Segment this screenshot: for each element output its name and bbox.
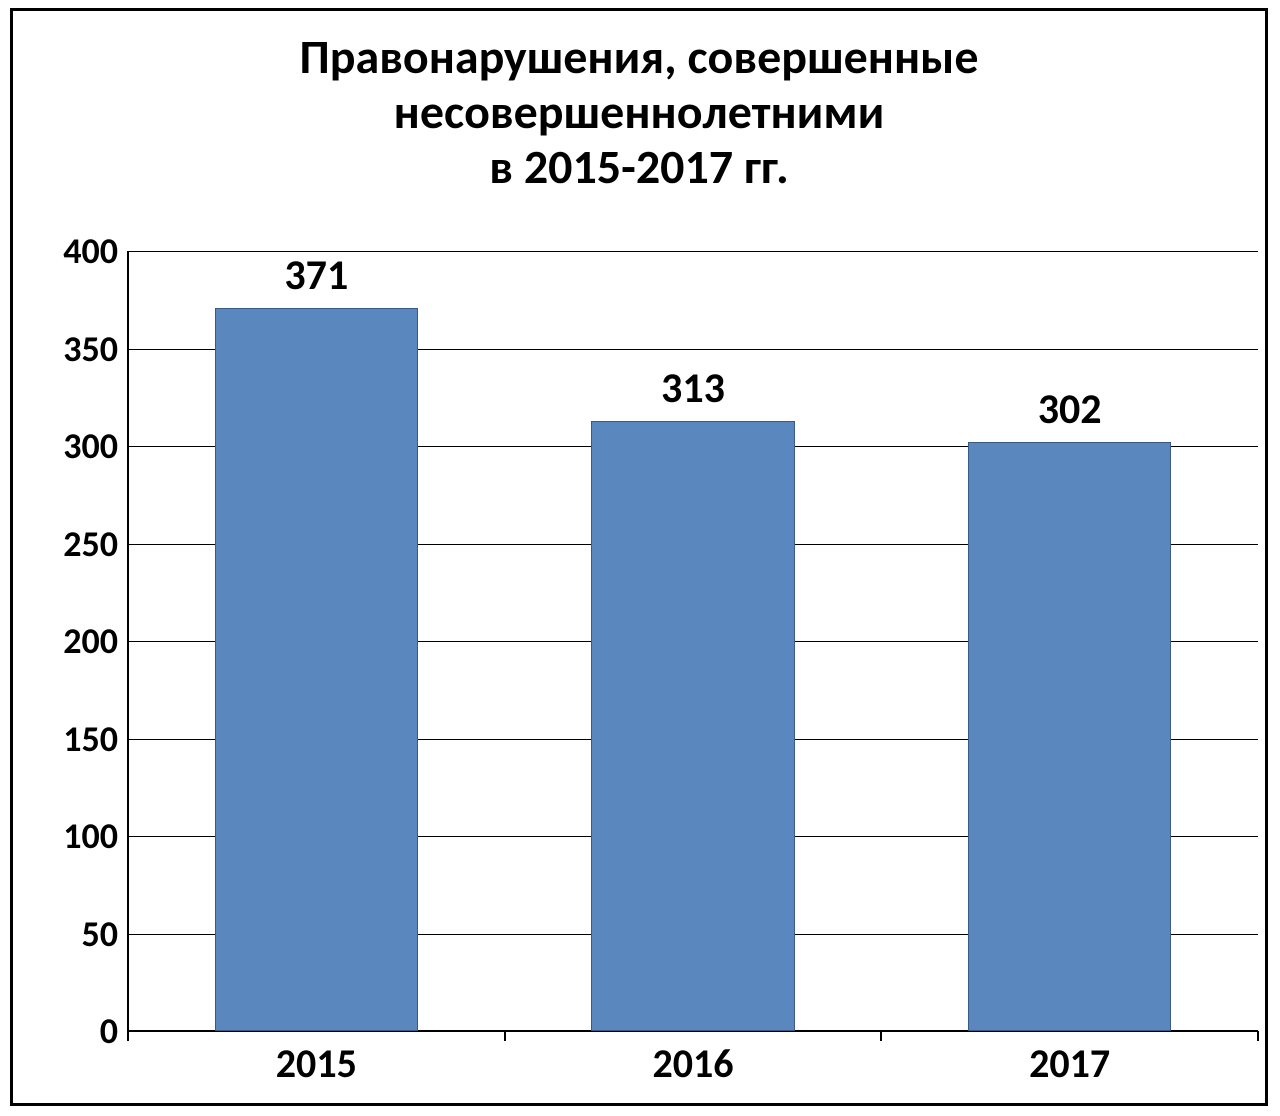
x-tick-mark <box>504 1031 506 1041</box>
y-tick-label: 300 <box>63 424 128 468</box>
bar: 302 <box>968 442 1171 1031</box>
chart-title-line: в 2015-2017 гг. <box>13 139 1265 194</box>
x-tick-mark <box>880 1031 882 1041</box>
x-tick-label: 2017 <box>1029 1031 1110 1088</box>
y-tick-label: 100 <box>63 814 128 858</box>
y-tick-label: 0 <box>100 1009 128 1053</box>
x-tick-mark <box>1257 1031 1259 1041</box>
bar-value-label: 302 <box>1038 384 1102 443</box>
bar-value-label: 371 <box>284 250 348 309</box>
y-tick-label: 150 <box>63 717 128 761</box>
bar: 371 <box>215 308 418 1031</box>
y-tick-label: 50 <box>82 912 129 956</box>
bar-value-label: 313 <box>661 363 725 422</box>
y-axis <box>127 251 129 1031</box>
chart-title-line: несовершеннолетними <box>13 84 1265 139</box>
plot-area: 0501001502002503003504003712015313201630… <box>128 251 1258 1031</box>
chart-title-line: Правонарушения, совершенные <box>13 29 1265 84</box>
x-tick-mark <box>127 1031 129 1041</box>
y-tick-label: 200 <box>63 619 128 663</box>
bar: 313 <box>591 421 794 1031</box>
x-tick-label: 2015 <box>276 1031 357 1088</box>
chart-title: Правонарушения, совершенныенесовершеннол… <box>13 11 1265 195</box>
y-tick-label: 400 <box>63 229 128 273</box>
y-tick-label: 250 <box>63 522 128 566</box>
y-tick-label: 350 <box>63 327 128 371</box>
x-tick-label: 2016 <box>652 1031 733 1088</box>
chart-frame: Правонарушения, совершенныенесовершеннол… <box>10 8 1268 1106</box>
